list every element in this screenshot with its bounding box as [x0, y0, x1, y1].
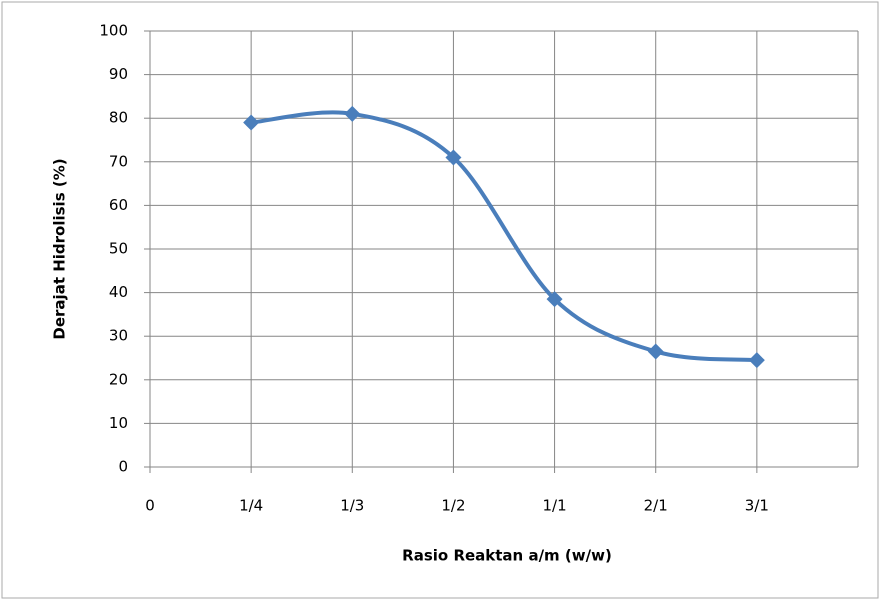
y-tick-label: 20	[109, 370, 128, 388]
x-tick-label: 2/1	[644, 497, 668, 515]
y-tick-label: 50	[109, 240, 128, 258]
x-axis-title: Rasio Reaktan a/m (w/w)	[402, 547, 612, 565]
x-tick-label: 1/2	[441, 497, 465, 515]
x-tick-label: 1/3	[340, 497, 364, 515]
y-tick-label: 30	[109, 327, 128, 345]
y-axis-title: Derajat Hidrolisis (%)	[51, 158, 69, 339]
y-tick-label: 40	[109, 283, 128, 301]
y-tick-label: 80	[109, 109, 128, 127]
y-tick-label: 60	[109, 196, 128, 214]
y-tick-label: 90	[109, 65, 128, 83]
chart: Rasio Reaktan a/m (w/w) Derajat Hidrolis…	[0, 0, 881, 600]
y-tick-label: 100	[99, 22, 128, 40]
x-tick-label: 1/4	[239, 497, 263, 515]
x-tick-label: 1/1	[543, 497, 567, 515]
x-tick-label: 0	[145, 497, 155, 515]
y-tick-label: 70	[109, 152, 128, 170]
x-tick-label: 3/1	[745, 497, 769, 515]
y-tick-label: 10	[109, 414, 128, 432]
y-tick-label: 0	[118, 458, 128, 476]
